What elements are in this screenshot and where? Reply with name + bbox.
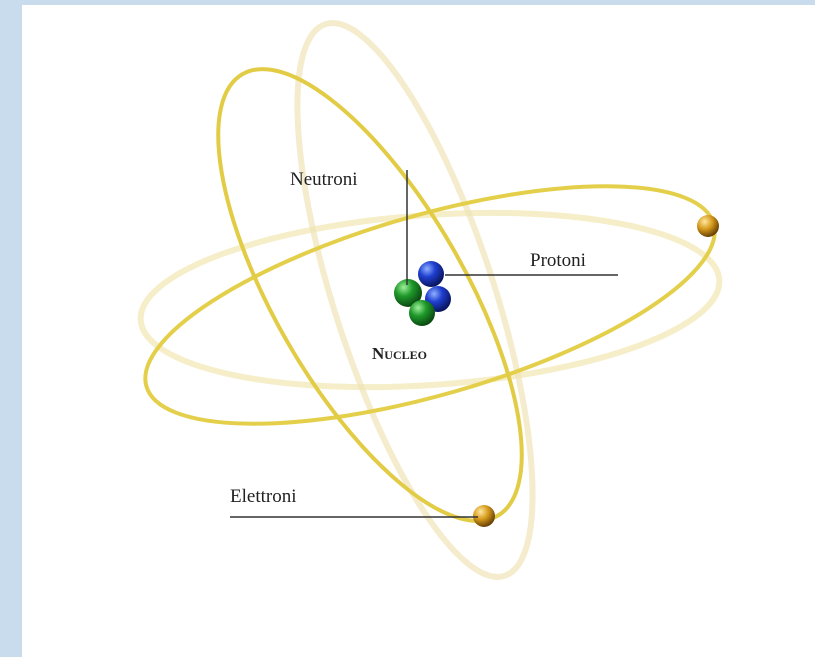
electron	[697, 215, 719, 237]
proton	[418, 261, 444, 287]
label: Neutroni	[290, 169, 358, 190]
atom-diagram: Neutroni Protoni Nucleo Elettroni	[0, 0, 815, 657]
electron	[473, 505, 495, 527]
nucleus	[394, 261, 451, 326]
label: Nucleo	[372, 344, 427, 363]
neutron	[409, 300, 435, 326]
label: Elettroni	[230, 486, 296, 507]
label: Protoni	[530, 250, 586, 271]
page: Neutroni Protoni Nucleo Elettroni (() =>…	[0, 0, 815, 657]
